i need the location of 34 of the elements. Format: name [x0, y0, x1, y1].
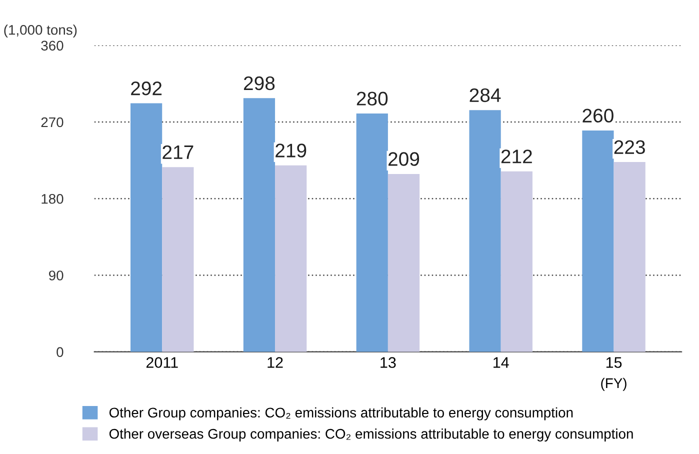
y-tick-label: 270: [41, 117, 64, 128]
bar: [582, 130, 614, 352]
data-label: 292: [131, 82, 162, 96]
bar: [162, 167, 194, 352]
bar: [356, 114, 388, 352]
legend-label: Other overseas Group companies: CO₂ emissions attributable to energy consumption: [109, 428, 633, 442]
data-label: 212: [501, 150, 532, 164]
bar: [500, 171, 532, 352]
x-tick-label: 2011: [146, 357, 178, 368]
data-label: 209: [388, 152, 420, 166]
x-tick-label: 12: [268, 357, 283, 368]
x-tick-label: 13: [380, 357, 396, 368]
y-tick-label: 90: [49, 270, 64, 280]
x-tick-label: 14: [494, 357, 509, 368]
y-tick-label: 180: [42, 194, 64, 204]
bar: [275, 165, 307, 352]
bar: [614, 162, 646, 352]
bar: [130, 103, 162, 352]
x-tick-label: 15: [606, 357, 622, 368]
bar: [243, 98, 276, 352]
bar: [388, 174, 420, 352]
data-label: 260: [582, 108, 614, 123]
data-label: 280: [356, 92, 388, 106]
data-label: 219: [276, 144, 306, 158]
bar: [469, 110, 501, 352]
data-label: 284: [470, 88, 501, 102]
data-label: 217: [162, 145, 194, 159]
legend-label: Other Group companies: CO₂ emissions attributable to energy consumption: [109, 407, 573, 420]
y-tick-label: 360: [41, 40, 64, 51]
data-label: 223: [614, 140, 645, 154]
y-axis-title: (1,000 tons): [4, 24, 77, 38]
text: (FY): [601, 378, 626, 391]
y-tick-label: 0: [56, 347, 64, 358]
data-label: 298: [244, 76, 275, 90]
